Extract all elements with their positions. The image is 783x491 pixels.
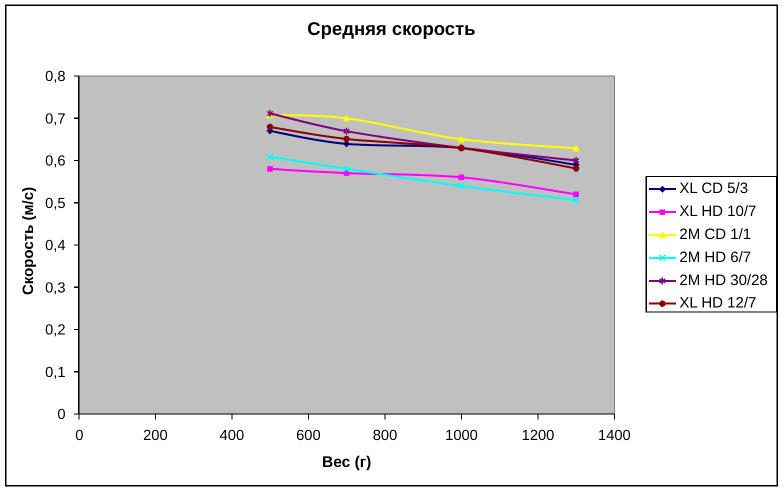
- svg-text:1000: 1000: [445, 428, 478, 444]
- svg-text:0,1: 0,1: [45, 365, 65, 381]
- svg-text:XL HD 12/7: XL HD 12/7: [679, 295, 756, 312]
- svg-text:800: 800: [373, 428, 398, 444]
- svg-text:0,5: 0,5: [45, 196, 65, 212]
- svg-text:0: 0: [57, 407, 65, 423]
- svg-text:0,7: 0,7: [45, 111, 65, 127]
- svg-text:2M HD 30/28: 2M HD 30/28: [679, 272, 767, 289]
- svg-text:200: 200: [143, 428, 168, 444]
- svg-text:Вес (г): Вес (г): [322, 454, 371, 471]
- svg-text:0,4: 0,4: [45, 238, 65, 254]
- svg-text:400: 400: [220, 428, 245, 444]
- svg-text:1400: 1400: [598, 428, 631, 444]
- svg-text:2M CD 1/1: 2M CD 1/1: [679, 226, 751, 243]
- svg-text:1200: 1200: [522, 428, 555, 444]
- svg-text:2M HD 6/7: 2M HD 6/7: [679, 249, 751, 266]
- svg-text:600: 600: [296, 428, 321, 444]
- svg-text:Скорость (м/с): Скорость (м/с): [20, 187, 37, 295]
- svg-text:0,2: 0,2: [45, 323, 65, 339]
- svg-text:0,3: 0,3: [45, 280, 65, 296]
- svg-text:0: 0: [75, 428, 83, 444]
- svg-text:XL HD 10/7: XL HD 10/7: [679, 203, 756, 220]
- svg-text:0,6: 0,6: [45, 154, 65, 170]
- svg-text:0,8: 0,8: [45, 69, 65, 85]
- svg-text:Средняя скорость: Средняя скорость: [307, 18, 475, 39]
- svg-text:XL CD 5/3: XL CD 5/3: [679, 180, 748, 197]
